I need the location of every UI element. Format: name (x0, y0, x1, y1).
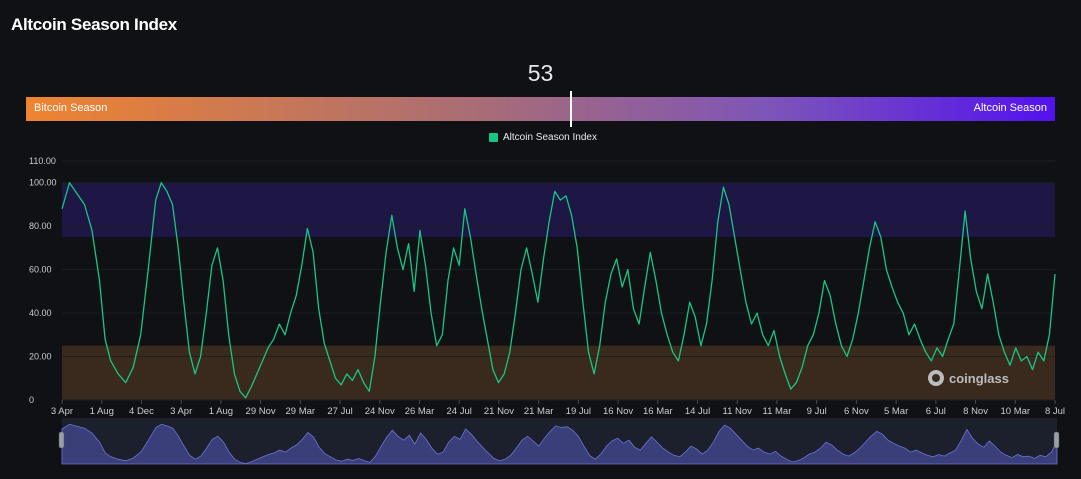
x-tick-label: 3 Apr (170, 406, 192, 417)
x-tick-label: 5 Mar (884, 406, 908, 417)
y-tick-label: 40.00 (29, 308, 52, 318)
x-tick-label: 8 Nov (963, 406, 988, 417)
watermark-text: coinglass (949, 370, 1009, 386)
gauge-marker (570, 91, 573, 127)
zone-altcoin-season (62, 182, 1055, 238)
page-title: Altcoin Season Index (11, 15, 177, 34)
x-tick-label: 21 Nov (484, 406, 514, 417)
season-gauge-bar: Bitcoin Season Altcoin Season (26, 91, 1055, 127)
x-tick-label: 11 Mar (763, 406, 792, 417)
coinglass-watermark: coinglass (928, 370, 1009, 386)
current-index-value: 53 (0, 60, 1081, 87)
x-tick-label: 24 Nov (365, 406, 395, 417)
x-tick-label: 21 Mar (524, 406, 554, 417)
altcoin-season-label: Altcoin Season (973, 102, 1047, 114)
y-tick-label: 60.00 (29, 265, 52, 275)
x-tick-label: 14 Jul (685, 406, 710, 417)
x-tick-label: 19 Jul (566, 406, 591, 417)
coinglass-logo-icon (928, 370, 944, 386)
current-index-number: 53 (527, 60, 554, 86)
x-tick-label: 29 Mar (286, 406, 316, 417)
legend-swatch-icon (489, 133, 498, 142)
chart-legend[interactable]: Altcoin Season Index (489, 132, 597, 143)
x-tick-label: 26 Mar (405, 406, 435, 417)
navigator-left-handle[interactable] (58, 431, 65, 449)
zone-bitcoin-season (62, 345, 1055, 400)
x-tick-label: 24 Jul (447, 406, 472, 417)
x-tick-label: 27 Jul (327, 406, 352, 417)
navigator-right-handle[interactable] (1053, 431, 1060, 449)
bitcoin-season-label: Bitcoin Season (34, 102, 108, 114)
x-tick-label: 10 Mar (1000, 406, 1030, 417)
y-tick-label: 110.00 (29, 156, 56, 166)
series-line-altcoin-season-index[interactable] (61, 182, 1056, 399)
x-tick-label: 3 Apr (51, 406, 73, 417)
x-tick-label: 11 Nov (723, 406, 753, 417)
y-tick-label: 0 (29, 395, 34, 405)
x-tick-label: 6 Nov (844, 406, 869, 417)
x-tick-label: 4 Dec (129, 406, 154, 417)
x-tick-label: 1 Aug (90, 406, 114, 417)
x-tick-label: 6 Jul (926, 406, 946, 417)
x-tick-label: 9 Jul (807, 406, 827, 417)
x-tick-label: 29 Nov (246, 406, 276, 417)
x-tick-label: 16 Mar (643, 406, 673, 417)
y-tick-label: 20.00 (29, 352, 52, 362)
x-tick-label: 1 Aug (209, 406, 233, 417)
x-tick-label: 16 Nov (603, 406, 633, 417)
x-tick-label: 8 Jul (1045, 406, 1065, 417)
y-tick-label: 80.00 (29, 221, 52, 231)
legend-label: Altcoin Season Index (503, 132, 597, 143)
y-tick-label: 100.00 (29, 178, 57, 188)
navigator-area (61, 423, 1058, 465)
